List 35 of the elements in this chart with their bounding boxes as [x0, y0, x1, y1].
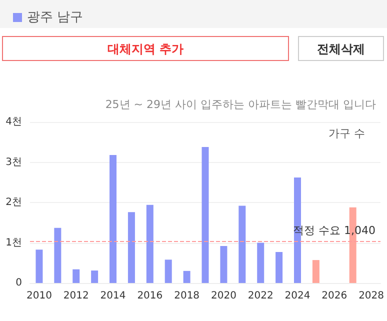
bar	[202, 146, 209, 283]
y-tick-label: 3천	[6, 156, 22, 168]
bar	[276, 252, 283, 283]
x-tick-label: 2010	[26, 290, 52, 302]
x-tick-label: 2020	[210, 290, 236, 302]
y-tick-label: 0	[16, 278, 22, 288]
bar	[220, 246, 228, 283]
bar	[36, 250, 43, 283]
bar	[128, 212, 135, 283]
x-tick-label: 2016	[137, 290, 163, 302]
bar	[238, 206, 246, 283]
x-tick-label: 2028	[358, 290, 384, 302]
y-axis-title: 가구 수	[328, 127, 366, 140]
delete-all-button: 전체삭제	[298, 36, 384, 61]
bar	[257, 242, 264, 283]
bar	[312, 260, 320, 283]
bar	[110, 155, 117, 283]
y-tick-label: 4천	[6, 116, 22, 128]
bar	[183, 270, 190, 283]
y-tick-label: 1천	[6, 237, 22, 248]
bar	[164, 260, 172, 283]
x-tick-label: 2014	[100, 290, 126, 302]
chart-subtitle: 25년 ~ 29년 사이 입주하는 아파트는 빨간막대 입니다	[105, 98, 376, 111]
x-tick-label: 2026	[322, 290, 348, 302]
add-region-button: 대체지역 추가	[2, 36, 289, 61]
x-tick-label: 2018	[174, 290, 200, 302]
bar	[146, 204, 154, 283]
bar	[54, 228, 62, 283]
x-tick-label: 2012	[63, 290, 89, 302]
y-tick-label: 2천	[6, 197, 22, 208]
legend-label: 광주 남구	[27, 10, 84, 25]
bar	[91, 270, 98, 283]
x-tick-label: 2024	[284, 290, 310, 302]
x-tick-label: 2022	[248, 290, 274, 302]
bar	[72, 269, 80, 283]
